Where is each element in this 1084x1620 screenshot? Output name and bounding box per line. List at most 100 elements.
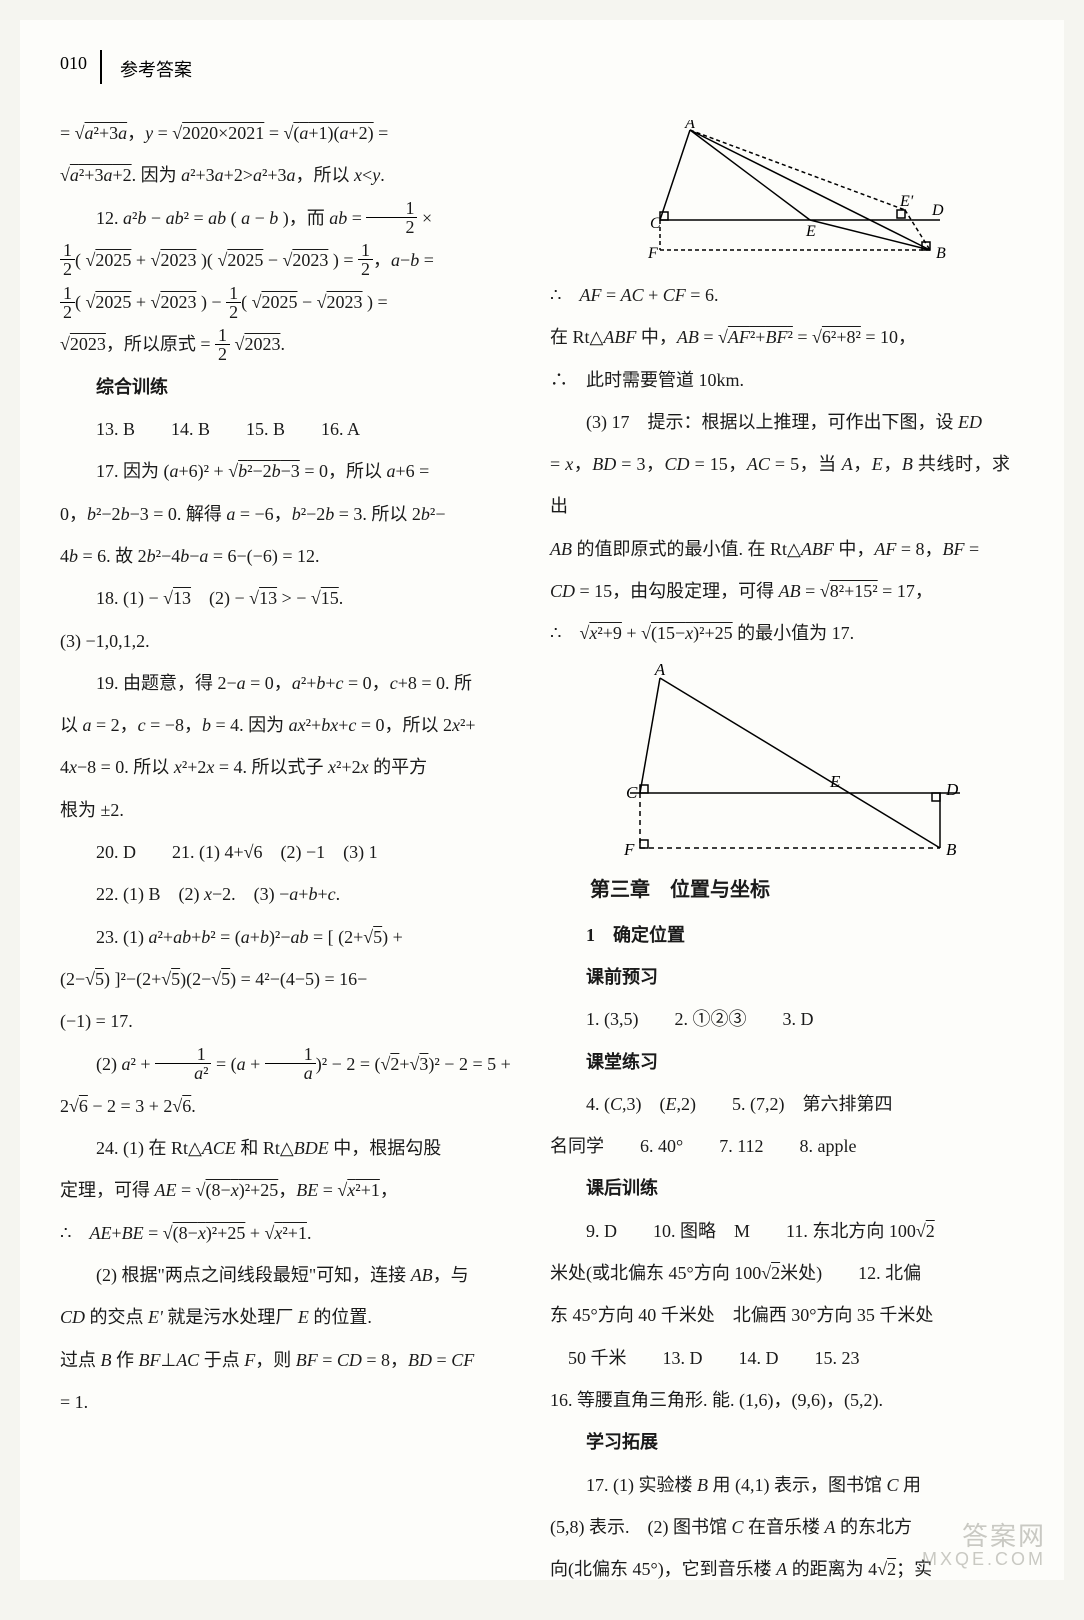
t: ， <box>373 250 391 270</box>
watermark-line1: 答案网 <box>922 1522 1046 1551</box>
t: (2) 根据"两点之间线段最短"可知，连接 <box>96 1265 411 1285</box>
t: 以 <box>60 715 83 735</box>
line: 2√6 − 2 = 3 + 2√6. <box>60 1085 520 1127</box>
section-heading: 课后训练 <box>550 1167 1010 1209</box>
t: ， <box>853 454 872 474</box>
line: 50 千米 13. D 14. D 15. 23 <box>550 1337 1010 1379</box>
svg-text:E: E <box>829 772 841 791</box>
t: 就是污水处理厂 <box>163 1307 298 1327</box>
line: 东 45°方向 40 千米处 北偏西 30°方向 35 千米处 <box>550 1294 1010 1336</box>
t: 0， <box>60 504 87 524</box>
t: ， <box>573 454 592 474</box>
svg-text:D: D <box>945 780 959 799</box>
line: 以 a = 2，c = −8，b = 4. 因为 ax²+bx+c = 0，所以… <box>60 704 520 746</box>
t: + <box>465 715 475 735</box>
svg-text:F: F <box>647 245 658 262</box>
t: ，与 <box>433 1265 469 1285</box>
t: = <box>318 1180 337 1200</box>
diagram-2: A C E D F B <box>580 663 980 863</box>
line: 0，b²−2b−3 = 0. 解得 a = −6，b²−2b = 3. 所以 2… <box>60 493 520 535</box>
t: ， <box>127 123 145 143</box>
line: 23. (1) a²+ab+b² = (a+b)²−ab = [ (2+√5) … <box>60 916 520 958</box>
t: = −8， <box>146 715 202 735</box>
t: + <box>131 292 150 312</box>
t: ) − <box>196 292 226 312</box>
t: ,3) ( <box>622 1094 666 1114</box>
t: ∴ <box>60 1223 89 1243</box>
t: + <box>644 285 663 305</box>
t: 向(北偏东 45°)，它到音乐楼 <box>550 1559 776 1579</box>
line: √2023，所以原式 = 12 √2023. <box>60 323 520 365</box>
t: −2 <box>306 504 325 524</box>
line: 4x−8 = 0. 所以 x²+2x = 4. 所以式子 x²+2x 的平方 <box>60 746 520 788</box>
svg-text:F: F <box>623 840 635 859</box>
t: 24. (1) 在 Rt△ <box>96 1138 202 1158</box>
svg-text:C: C <box>626 783 638 802</box>
t: ∴ <box>550 623 579 643</box>
t: − 2 = 3 + 2 <box>88 1096 172 1116</box>
t: . <box>339 588 344 608</box>
t: + <box>311 715 321 735</box>
t: + <box>111 1223 121 1243</box>
t: = <box>153 123 172 143</box>
t: + <box>250 927 260 947</box>
t: + <box>622 623 641 643</box>
t: = 0， <box>246 673 292 693</box>
line: (3) −1,0,1,2. <box>60 620 520 662</box>
page-header: 参考答案 <box>100 50 1024 84</box>
t: + <box>338 715 348 735</box>
t: = <box>347 208 366 228</box>
t: 于点 <box>199 1350 244 1370</box>
t: 定理，可得 <box>60 1180 155 1200</box>
t: +6)² + <box>179 461 229 481</box>
t: ) = <box>328 250 358 270</box>
t: − <box>297 292 316 312</box>
t: = <box>550 454 565 474</box>
page-number: 010 <box>60 53 87 74</box>
t: = <box>801 581 820 601</box>
t: = <box>432 1350 451 1370</box>
line: ∴ AE+BE = √(8−x)²+25 + √x²+1. <box>60 1212 520 1254</box>
t: − <box>435 504 445 524</box>
t: 4 <box>60 757 69 777</box>
t: = 17， <box>878 581 933 601</box>
t: ) = 4²−(4−5) = 16− <box>230 969 367 989</box>
t: 用 (4,1) 表示，图书馆 <box>708 1475 887 1495</box>
line: ∴ AF = AC + CF = 6. <box>550 274 1010 316</box>
t: ，所以原式 = <box>106 334 215 354</box>
right-column: A C E E' D F B ∴ AF = AC + CF = 6. 在 Rt△… <box>550 112 1010 1590</box>
line: ∴ √x²+9 + √(15−x)²+25 的最小值为 17. <box>550 612 1010 654</box>
line: 12( √2025 + √2023 )( √2025 − √2023 ) = 1… <box>60 239 520 281</box>
svg-text:A: A <box>654 663 666 679</box>
line: 16. 等腰直角三角形. 能. (1,6)，(9,6)，(5,2). <box>550 1379 1010 1421</box>
t: 米处(或北偏东 45°方向 100 <box>550 1263 761 1283</box>
left-column: = √a²+3a，y = √2020×2021 = √(a+1)(a+2) = … <box>60 112 520 1590</box>
t: ∴ <box>550 285 579 305</box>
t: −4 <box>161 546 180 566</box>
t: = 6−(−6) = 12. <box>208 546 319 566</box>
line: (2) a² + 1a² = (a + 1a)² − 2 = (√2+√3)² … <box>60 1043 520 1085</box>
t: 的值即原式的最小值. 在 Rt△ <box>572 539 801 559</box>
t: 作 <box>112 1350 139 1370</box>
t: + <box>306 673 316 693</box>
columns: = √a²+3a，y = √2020×2021 = √(a+1)(a+2) = … <box>60 112 1024 1590</box>
line: 1. (3,5) 2. ①②③ 3. D <box>550 998 1010 1040</box>
t: ) = <box>363 292 388 312</box>
t: + <box>131 250 150 270</box>
t: + <box>298 884 308 904</box>
t: = <box>318 1350 337 1370</box>
section-heading: 学习拓展 <box>550 1421 1010 1463</box>
t: + <box>317 884 327 904</box>
t: 和 Rt△ <box>236 1138 294 1158</box>
line: 18. (1) − √13 (2) − √13 > − √15. <box>60 577 520 619</box>
t: +8 = 0. 所 <box>398 673 472 693</box>
t: 因为 <box>136 165 181 185</box>
t: ) ]²−(2+ <box>104 969 161 989</box>
t: −2. (3) − <box>212 884 289 904</box>
line: CD 的交点 E' 就是污水处理厂 E 的位置. <box>60 1296 520 1338</box>
line: (2−√5) ]²−(2+√5)(2−√5) = 4²−(4−5) = 16− <box>60 958 520 1000</box>
line: 4b = 6. 故 2b²−4b−a = 6−(−6) = 12. <box>60 535 520 577</box>
line: 定理，可得 AE = √(8−x)²+25，BE = √x²+1， <box>60 1169 520 1211</box>
t: = 4. 所以式子 <box>214 757 328 777</box>
t: ，而 <box>289 208 330 228</box>
